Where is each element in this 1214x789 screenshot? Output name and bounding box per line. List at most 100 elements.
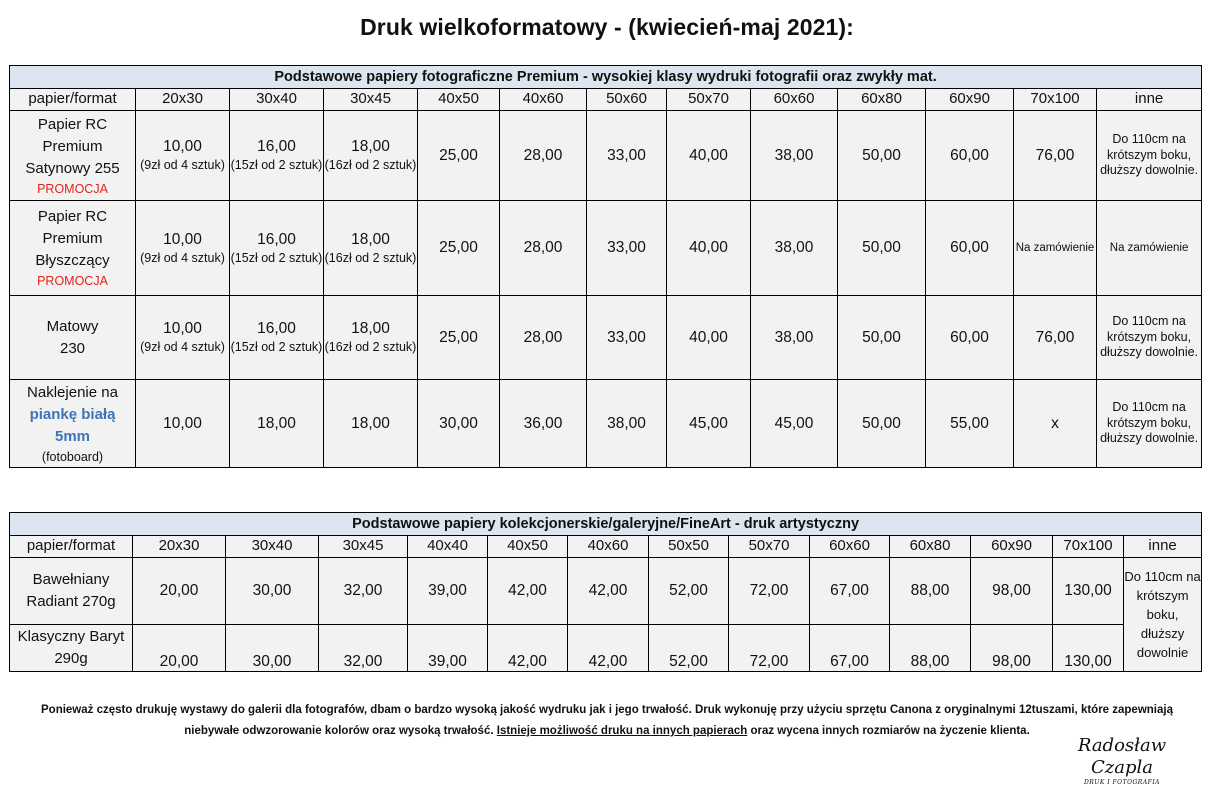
table-row: Papier RC Premium Błyszczący PROMOCJA 10…: [9, 200, 1203, 296]
price-value: 16,00: [257, 230, 296, 248]
table-row: Klasyczny Baryt 290g 20,00 30,00 32,00 3…: [9, 624, 1202, 672]
signature-logo: Radosław Czapla DRUK I FOTOGRAFIA: [1062, 735, 1182, 787]
price-cell: 98,00: [970, 557, 1053, 625]
unavailable-mark: x: [1013, 379, 1097, 468]
column-header: 50x50: [648, 535, 729, 558]
paper-name-line: 230: [59, 339, 86, 357]
price-cell: 32,00: [318, 557, 408, 625]
price-cell: 88,00: [889, 557, 971, 625]
price-cell: 30,00: [225, 624, 319, 672]
price-value: 18,00: [351, 320, 390, 337]
on-order-note: Na zamówienie: [1013, 200, 1097, 296]
price-cell: 18,00: [229, 379, 324, 468]
price-cell: 16,00 (15zł od 2 sztuk): [229, 200, 324, 296]
column-header: 40x60: [499, 88, 587, 111]
paper-name-cell: Bawełniany Radiant 270g: [9, 557, 133, 625]
price-cell: 40,00: [666, 295, 751, 380]
premium-papers-table: Podstawowe papiery fotograficzne Premium…: [8, 65, 1203, 468]
paper-name-cell: Matowy 230: [9, 295, 136, 380]
paper-name-line: Satynowy 255: [25, 159, 120, 177]
table-caption: Podstawowe papiery fotograficzne Premium…: [8, 65, 1203, 89]
column-header: 40x50: [417, 88, 500, 111]
column-header: 30x40: [229, 88, 324, 111]
column-header: 40x60: [567, 535, 649, 558]
price-cell: 39,00: [407, 557, 488, 625]
paper-name-note: (fotoboard): [41, 449, 104, 464]
price-cell: 42,00: [567, 557, 649, 625]
price-cell: 60,00: [925, 200, 1014, 296]
other-sizes-note: Do 110cm na krótszym boku, dłuższy dowol…: [1095, 110, 1203, 201]
paper-name-line: Premium: [42, 137, 103, 155]
price-cell: 18,00 (16zł od 2 sztuk): [323, 200, 418, 296]
price-cell: 33,00: [586, 295, 667, 380]
promo-label: PROMOCJA: [37, 274, 108, 288]
price-note: (9zł od 4 sztuk): [140, 340, 225, 354]
price-cell: 18,00 (16zł od 2 sztuk): [323, 295, 418, 380]
paper-name-line: Papier RC: [37, 115, 108, 133]
price-cell: 88,00: [889, 624, 971, 672]
price-value: 10,00: [163, 320, 202, 337]
price-note: (16zł od 2 sztuk): [324, 158, 417, 172]
price-cell: 50,00: [837, 110, 926, 201]
column-header: papier/format: [9, 535, 133, 558]
price-cell: 72,00: [728, 557, 810, 625]
price-cell: 30,00: [225, 557, 319, 625]
price-cell: 38,00: [750, 110, 838, 201]
column-header: 30x45: [318, 535, 408, 558]
price-cell: 38,00: [586, 379, 667, 468]
column-header: 70x100: [1052, 535, 1124, 558]
table-caption: Podstawowe papiery kolekcjonerskie/galer…: [8, 512, 1203, 536]
column-header: inne: [1095, 88, 1203, 111]
table-row: Naklejenie na piankę białą 5mm (fotoboar…: [9, 379, 1203, 468]
price-cell: 55,00: [925, 379, 1014, 468]
price-note: (16zł od 2 sztuk): [324, 340, 417, 354]
other-sizes-note: Do 110cm na krótszym boku, dłuższy dowol…: [1095, 379, 1203, 468]
price-cell: 10,00: [135, 379, 230, 468]
paper-name-line: Papier RC: [37, 208, 108, 225]
price-value: 16,00: [257, 138, 296, 155]
price-cell: 130,00: [1052, 557, 1124, 625]
price-note: (15zł od 2 sztuk): [230, 250, 323, 265]
price-cell: 67,00: [809, 624, 890, 672]
price-cell: 10,00 (9zł od 4 sztuk): [135, 200, 230, 296]
page-title: Druk wielkoformatowy - (kwiecień-maj 202…: [360, 14, 854, 40]
paper-name-cell: Naklejenie na piankę białą 5mm (fotoboar…: [9, 379, 136, 468]
price-cell: 30,00: [417, 379, 500, 468]
price-note: (15zł od 2 sztuk): [230, 158, 323, 172]
column-header: 50x60: [586, 88, 667, 111]
price-cell: 50,00: [837, 200, 926, 296]
price-cell: 45,00: [666, 379, 751, 468]
column-header: papier/format: [9, 88, 136, 111]
price-cell: 72,00: [728, 624, 810, 672]
signature-name: Radosław Czapla: [1077, 735, 1167, 778]
fineart-papers-table: Podstawowe papiery kolekcjonerskie/galer…: [8, 512, 1203, 672]
price-note: (16zł od 2 sztuk): [324, 250, 417, 265]
footer-note: Ponieważ często drukuję wystawy do galer…: [20, 700, 1194, 742]
price-cell: 42,00: [487, 557, 568, 625]
paper-name-cell: Klasyczny Baryt 290g: [9, 624, 133, 672]
column-header: 70x100: [1013, 88, 1097, 111]
price-value: 10,00: [163, 138, 202, 155]
price-cell: 28,00: [499, 200, 587, 296]
price-cell: 28,00: [499, 295, 587, 380]
paper-name-line: Premium: [42, 230, 103, 247]
other-papers-link[interactable]: Istnieje możliwość druku na innych papie…: [496, 725, 748, 737]
price-cell: 38,00: [750, 295, 838, 380]
column-header: 20x30: [132, 535, 226, 558]
price-cell: 45,00: [750, 379, 838, 468]
price-cell: 33,00: [586, 110, 667, 201]
price-cell: 40,00: [666, 110, 751, 201]
column-header: 20x30: [135, 88, 230, 111]
price-cell: 25,00: [417, 200, 500, 296]
price-cell: 16,00 (15zł od 2 sztuk): [229, 295, 324, 380]
price-cell: 130,00: [1052, 624, 1124, 672]
price-cell: 20,00: [132, 557, 226, 625]
column-header: 50x70: [666, 88, 751, 111]
price-note: (15zł od 2 sztuk): [230, 340, 323, 354]
table-row: Matowy 230 10,00 (9zł od 4 sztuk) 16,00 (1…: [9, 295, 1203, 380]
price-cell: 10,00 (9zł od 4 sztuk): [135, 295, 230, 380]
table-row: Bawełniany Radiant 270g 20,00 30,00 32,0…: [9, 557, 1203, 672]
price-cell: 10,00 (9zł od 4 sztuk): [135, 110, 230, 201]
price-cell: 25,00: [417, 110, 500, 201]
price-note: (9zł od 4 sztuk): [140, 250, 225, 265]
